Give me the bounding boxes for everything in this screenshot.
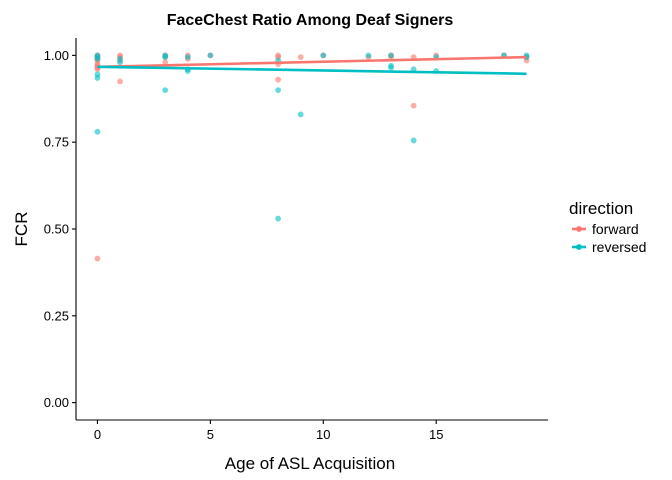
trend-line-forward (97, 55, 527, 69)
y-tick-label: 1.00 (44, 48, 69, 63)
y-tick-label: 0.25 (44, 308, 69, 323)
series-reversed (94, 52, 530, 222)
data-point-reversed (94, 55, 101, 62)
x-tick-label: 15 (429, 427, 443, 442)
data-point-reversed (297, 111, 304, 118)
x-tick-label: 5 (207, 427, 214, 442)
x-axis-title: Age of ASL Acquisition (225, 454, 395, 473)
y-tick-label: 0.50 (44, 222, 69, 237)
trend-line-reversed (97, 65, 527, 76)
data-point-reversed (410, 137, 417, 144)
y-axis-ticks: 0.00 0.25 0.50 0.75 1.00 (44, 48, 76, 410)
y-axis-title: FCR (12, 212, 31, 247)
data-point-forward (410, 102, 417, 109)
data-point-reversed (117, 59, 123, 66)
legend-label-reversed: reversed (592, 239, 646, 255)
x-tick-label: 0 (94, 427, 101, 442)
data-point-reversed (162, 87, 169, 93)
data-point-reversed (388, 64, 394, 71)
data-point-reversed (94, 128, 101, 135)
data-point-reversed (207, 52, 214, 59)
chart-title: FaceChest Ratio Among Deaf Signers (167, 12, 454, 29)
x-axis-ticks: 0 5 10 15 (94, 420, 443, 442)
y-tick-label: 0.75 (44, 135, 69, 150)
data-point-reversed (162, 54, 169, 60)
data-point-forward (275, 76, 282, 83)
legend: direction forward reversed (569, 199, 646, 255)
series-forward (94, 52, 530, 262)
x-tick-label: 10 (316, 427, 330, 442)
data-point-forward (117, 78, 123, 85)
data-point-forward (94, 255, 101, 262)
data-point-reversed (94, 75, 101, 81)
legend-title: direction (569, 199, 633, 218)
legend-key-point-forward (576, 226, 582, 232)
legend-label-forward: forward (592, 221, 639, 237)
plot-area (94, 52, 530, 262)
data-point-forward (162, 59, 169, 66)
data-point-reversed (320, 52, 327, 59)
data-point-reversed (275, 87, 282, 93)
data-point-reversed (275, 215, 282, 222)
data-point-reversed (388, 52, 394, 59)
y-tick-label: 0.00 (44, 395, 69, 410)
data-point-forward (297, 54, 304, 60)
data-point-reversed (365, 52, 372, 59)
data-point-reversed (184, 54, 191, 60)
legend-key-point-reversed (576, 244, 582, 250)
